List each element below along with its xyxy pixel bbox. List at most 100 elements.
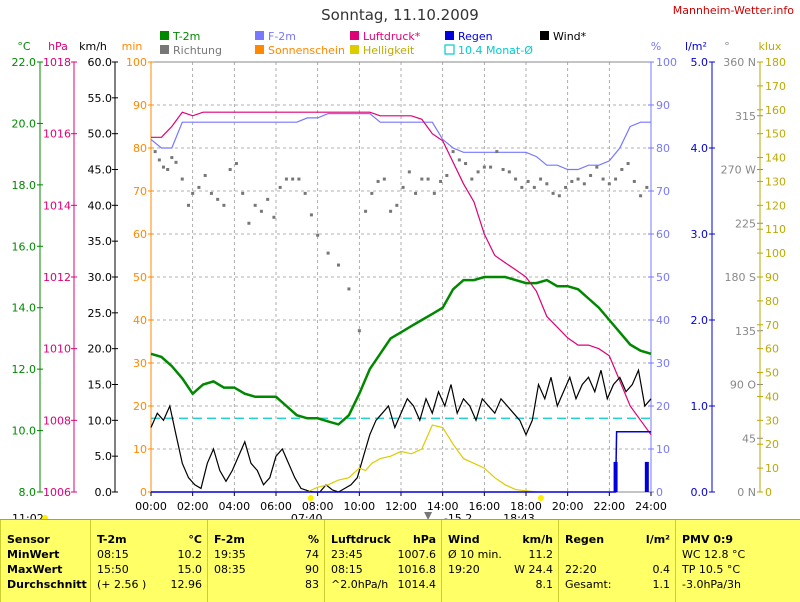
direction-point xyxy=(457,158,461,162)
stats-hum-avg: 83 xyxy=(305,578,319,591)
brightness-axis-tick-label: 100 xyxy=(765,247,786,260)
direction-point xyxy=(401,185,405,189)
legend-label: T-2m xyxy=(172,30,200,43)
direction-unit: ° xyxy=(724,40,730,53)
stats-hum-max: 90 xyxy=(305,563,319,576)
direction-point xyxy=(337,263,340,267)
direction-point xyxy=(564,185,568,189)
temp-axis-tick-label: 12.0 xyxy=(12,363,37,376)
legend-label: 10.4 Monat-Ø xyxy=(458,44,533,57)
sunset-dot xyxy=(537,495,544,501)
wind-axis-tick-label: 35.0 xyxy=(88,235,113,248)
direction-point xyxy=(174,160,178,164)
direction-point xyxy=(557,194,561,198)
stats-press-avg-note: ^2.0hPa/h xyxy=(331,578,389,591)
humidity-axis-tick-label: 30 xyxy=(656,357,670,370)
direction-point xyxy=(507,170,511,174)
brightness-axis-tick-label: 150 xyxy=(765,128,786,141)
stats-hum-header: F-2m xyxy=(214,533,245,546)
direction-axis-tick-label: 270 W xyxy=(721,164,756,177)
stats-temp-avg: 12.96 xyxy=(170,578,203,591)
humidity-axis-tick-label: 40 xyxy=(656,314,670,327)
stats-wind-r2-val: W 24.4 xyxy=(514,563,553,576)
direction-point xyxy=(514,177,518,181)
stats-temp-avg-note: (+ 2.56 ) xyxy=(97,578,147,591)
legend-label: Sonnenschein xyxy=(268,44,345,57)
sun-axis-tick-label: 70 xyxy=(133,185,147,198)
direction-point xyxy=(166,168,170,171)
time-tick-label: 04:00 xyxy=(218,500,250,513)
brightness-axis-tick-label: 40 xyxy=(765,390,779,403)
humidity-unit: % xyxy=(651,40,661,53)
direction-point xyxy=(532,185,536,189)
legend-label: Wind* xyxy=(553,30,587,43)
direction-point xyxy=(364,209,368,213)
brightness-axis-tick-label: 120 xyxy=(765,199,786,212)
stats-temp-max: 15.0 xyxy=(177,563,203,576)
brightness-axis-tick-label: 110 xyxy=(765,223,786,236)
legend-label: Richtung xyxy=(173,44,222,57)
stats-temp-unit: °C xyxy=(188,533,202,546)
direction-point xyxy=(432,191,436,195)
stats-pmv-header: PMV 0:9 xyxy=(682,533,734,546)
direction-point xyxy=(589,173,593,177)
humidity-axis-tick-label: 60 xyxy=(656,228,670,241)
series-helligkeit-line xyxy=(307,424,537,493)
direction-axis-tick-label: 180 S xyxy=(725,271,756,284)
rain-unit: l/m² xyxy=(685,40,707,53)
stats-rain-unit: l/m² xyxy=(645,533,670,546)
site-logo-text[interactable]: Mannheim-Wetter.info xyxy=(672,4,794,17)
direction-point xyxy=(253,203,257,207)
direction-point xyxy=(170,156,174,160)
direction-point xyxy=(501,168,505,171)
humidity-axis-tick-label: 90 xyxy=(656,99,670,112)
stats-press-min-time: 23:45 xyxy=(331,548,363,561)
current-time-label: 11:02 xyxy=(12,512,44,519)
humidity-axis-tick-label: 100 xyxy=(656,56,677,69)
legend-swatch xyxy=(444,44,455,55)
direction-point xyxy=(376,179,380,183)
stats-pmv-r3: -3.0hPa/3h xyxy=(682,578,741,591)
direction-point xyxy=(303,191,307,195)
direction-point xyxy=(191,191,195,195)
direction-point xyxy=(259,209,263,213)
direction-point xyxy=(266,197,270,201)
legend-swatch xyxy=(255,45,264,54)
time-tick-label: 08:00 xyxy=(302,500,334,513)
direction-point xyxy=(476,170,480,174)
pressure-axis-tick-label: 1008 xyxy=(43,414,71,427)
humidity-axis-tick-label: 80 xyxy=(656,142,670,155)
legend-swatch xyxy=(350,31,359,40)
brightness-axis-tick-label: 180 xyxy=(765,56,786,69)
rain-axis-tick-label: 0.0 xyxy=(691,486,709,499)
stats-press-header: Luftdruck xyxy=(331,533,391,546)
legend-swatch xyxy=(445,31,454,40)
rain-axis-tick-label: 2.0 xyxy=(691,314,709,327)
legend-swatch xyxy=(160,45,169,54)
direction-point xyxy=(234,162,238,166)
rain-axis-tick-label: 5.0 xyxy=(691,56,709,69)
brightness-unit: klux xyxy=(759,40,782,53)
stats-hum-min-time: 19:35 xyxy=(214,548,246,561)
stats-press-avg: 1014.4 xyxy=(397,578,437,591)
direction-point xyxy=(187,203,190,207)
stats-rain-r2-val: 0.4 xyxy=(652,563,671,576)
direction-point xyxy=(407,170,411,174)
series-t2m-line xyxy=(150,275,652,426)
direction-point xyxy=(414,191,418,195)
sun-axis-tick-label: 40 xyxy=(133,314,147,327)
direction-point xyxy=(426,177,430,181)
direction-point xyxy=(632,179,636,183)
direction-point xyxy=(284,177,288,181)
temp-unit: °C xyxy=(17,40,31,53)
direction-point xyxy=(545,182,549,186)
temp-axis-tick-label: 10.0 xyxy=(12,425,37,438)
brightness-axis-tick-label: 170 xyxy=(765,80,786,93)
direction-point xyxy=(526,179,530,183)
stats-wind-header: Wind xyxy=(448,533,480,546)
solar-min-label: -15.2 xyxy=(444,512,472,519)
direction-axis-tick-label: 315 xyxy=(735,110,756,123)
brightness-axis-tick-label: 130 xyxy=(765,175,786,188)
stats-wind-unit: km/h xyxy=(522,533,553,546)
humidity-axis-tick-label: 50 xyxy=(656,271,670,284)
